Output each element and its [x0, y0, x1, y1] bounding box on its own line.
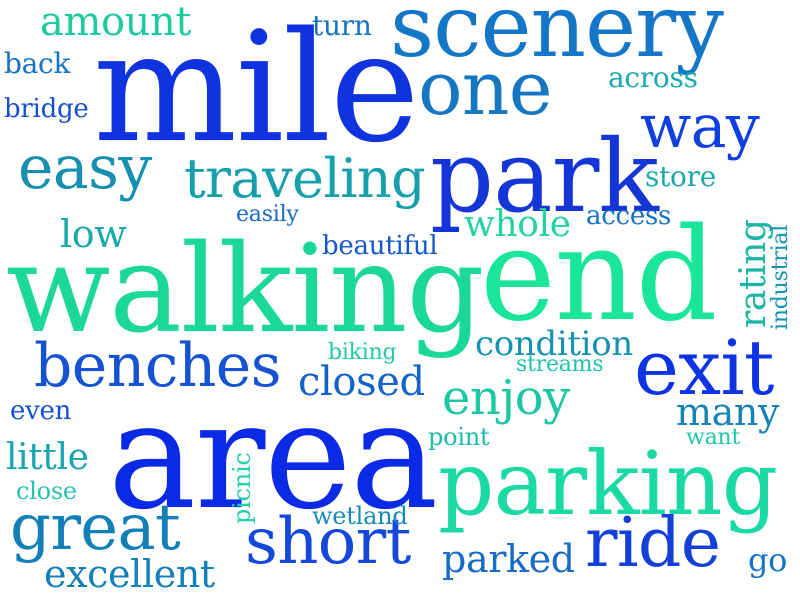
word-even: even [10, 396, 72, 426]
word-want: want [686, 425, 741, 450]
word-way: way [640, 92, 760, 162]
word-easily: easily [236, 202, 299, 227]
word-parked: parked [442, 537, 575, 581]
word-exit: exit [634, 323, 774, 412]
word-area: area [108, 370, 438, 542]
word-rating: rating [733, 219, 774, 328]
word-ride: ride [585, 504, 721, 583]
word-easy: easy [18, 133, 152, 203]
word-access: access [586, 201, 672, 231]
word-little: little [6, 437, 89, 478]
word-whole: whole [464, 204, 571, 245]
word-close: close [16, 477, 77, 505]
word-benches: benches [34, 331, 282, 401]
word-store: store [645, 160, 717, 193]
word-point: point [428, 423, 490, 451]
word-short: short [245, 505, 411, 579]
word-traveling: traveling [184, 147, 426, 210]
word-amount: amount [40, 0, 192, 45]
word-excellent: excellent [44, 552, 215, 596]
word-beautiful: beautiful [322, 231, 438, 261]
word-walking: walking [6, 218, 484, 360]
word-one: one [418, 46, 553, 132]
word-streams: streams [516, 352, 604, 377]
word-park: park [430, 118, 659, 235]
word-many: many [676, 390, 780, 434]
word-great: great [10, 491, 181, 565]
word-back: back [4, 47, 71, 80]
word-low: low [60, 212, 127, 256]
word-biking: biking [328, 340, 397, 365]
word-turn: turn [312, 9, 372, 42]
word-wetland: wetland [312, 502, 408, 530]
word-across: across [608, 61, 698, 94]
word-scenery: scenery [390, 0, 724, 77]
word-condition: condition [475, 324, 633, 364]
word-enjoy: enjoy [442, 370, 570, 426]
word-parking: parking [438, 432, 778, 535]
word-go: go [748, 541, 788, 579]
word-picnic: picnic [228, 452, 256, 524]
word-end: end [480, 201, 718, 350]
word-mile: mile [93, 0, 420, 176]
word-closed: closed [298, 359, 425, 405]
word-bridge: bridge [4, 94, 89, 124]
word-industrial: industrial [768, 224, 793, 330]
